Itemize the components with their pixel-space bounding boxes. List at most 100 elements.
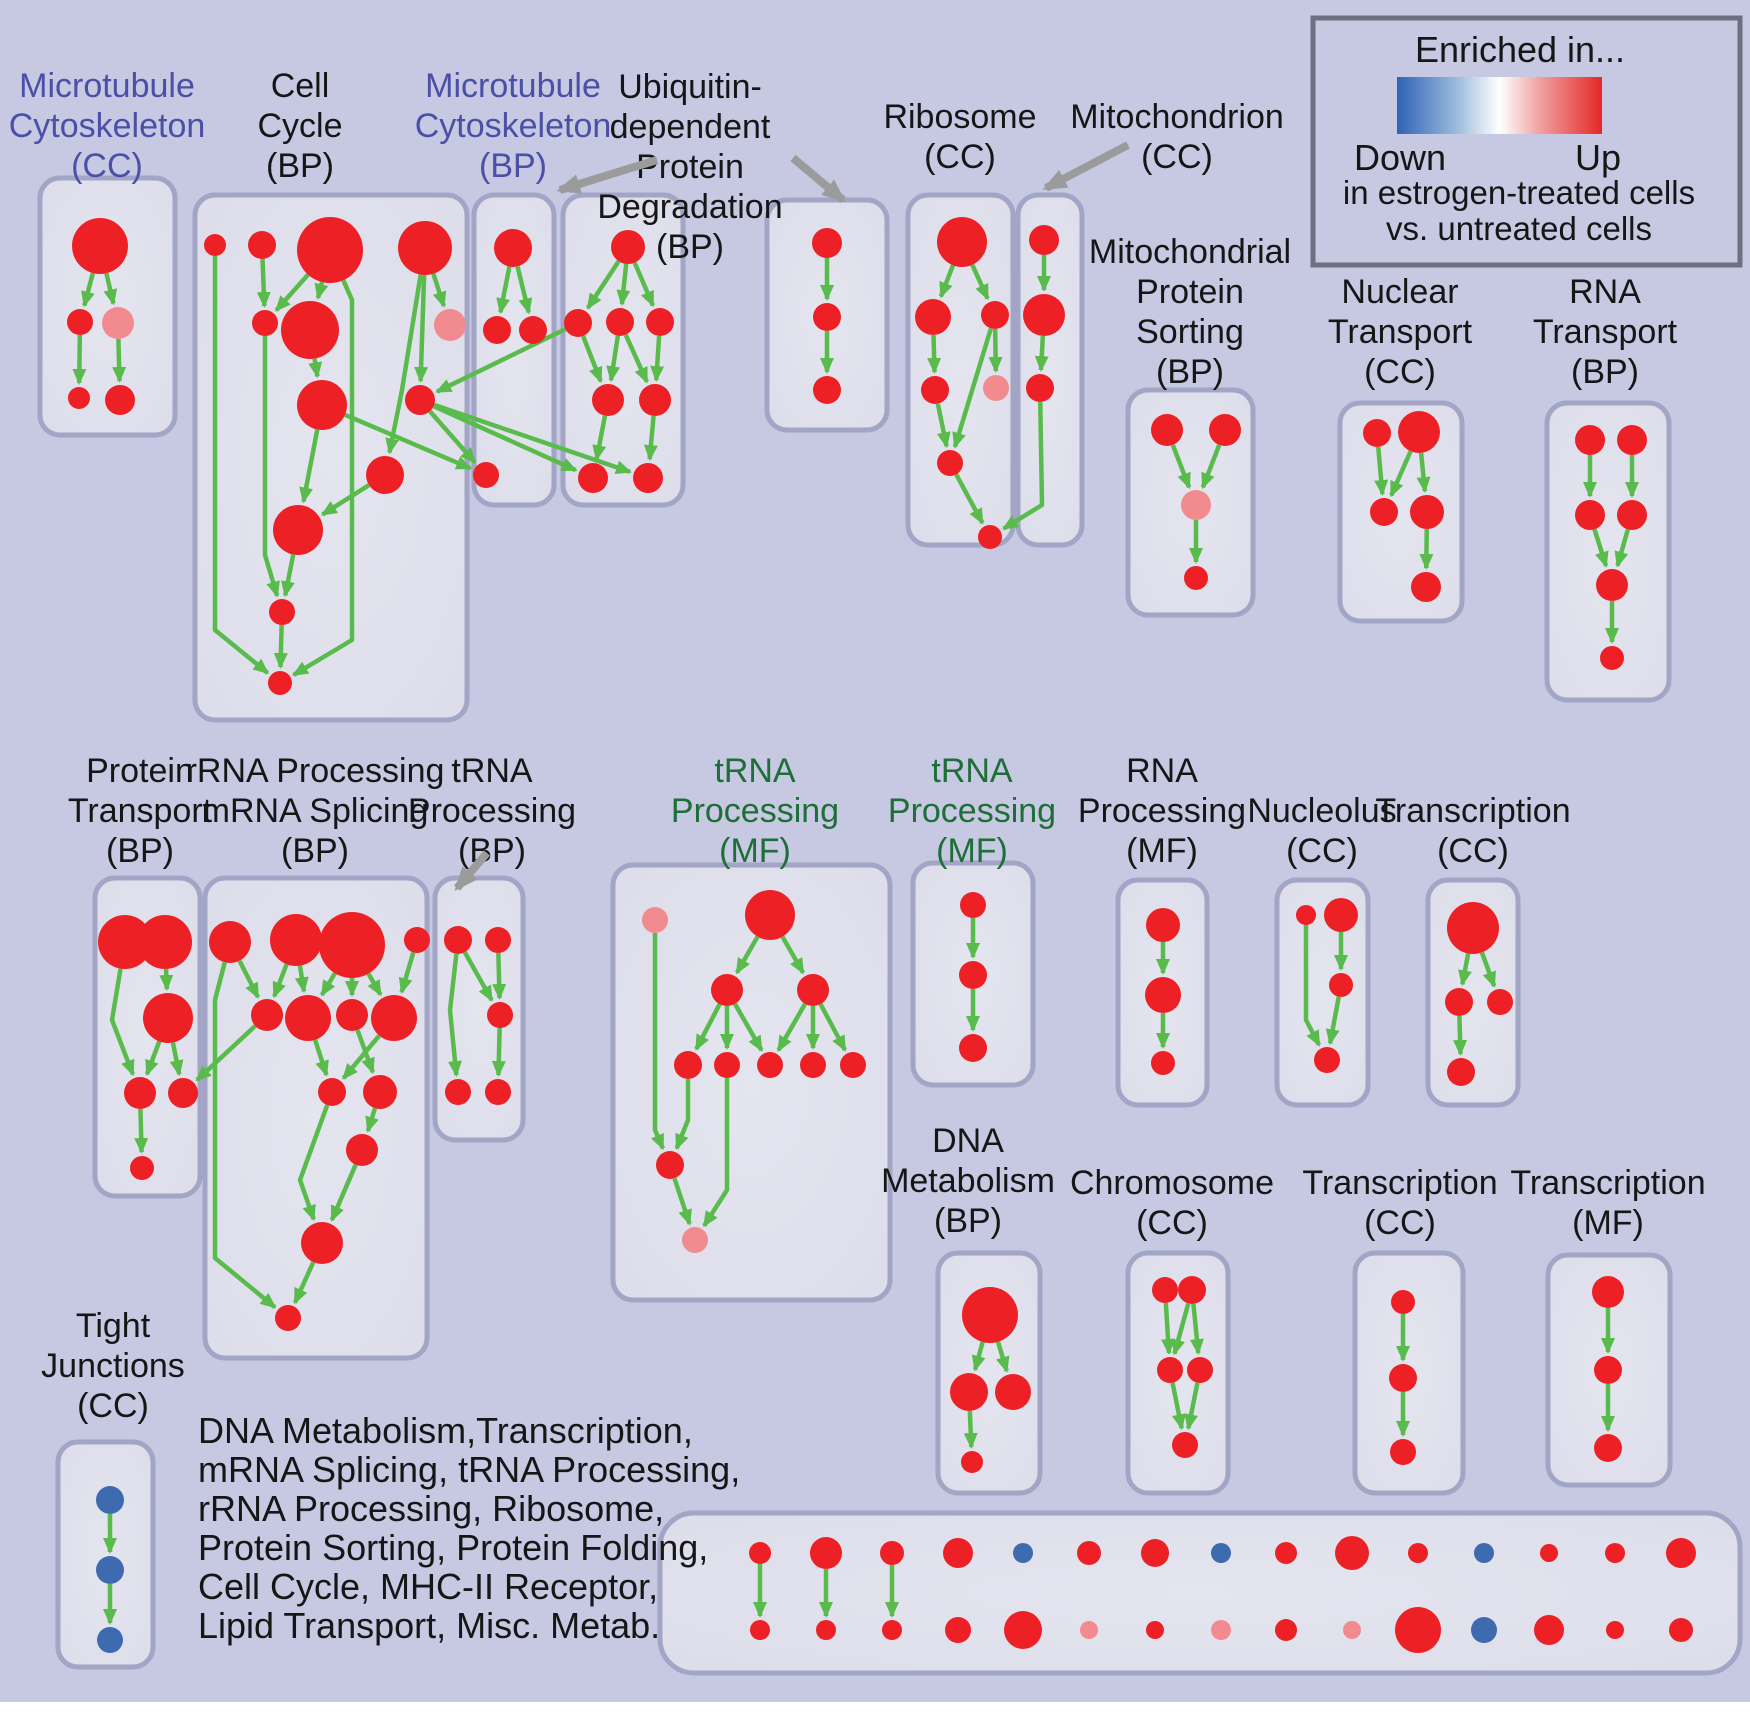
graph-node bbox=[1152, 1277, 1178, 1303]
graph-node bbox=[1077, 1541, 1101, 1565]
graph-node bbox=[1445, 988, 1473, 1016]
graph-edge bbox=[432, 404, 578, 473]
graph-edge bbox=[341, 1034, 381, 1080]
graph-node bbox=[711, 974, 743, 1006]
graph-node bbox=[1575, 425, 1605, 455]
graph-node bbox=[1329, 973, 1353, 997]
graph-edge bbox=[365, 1107, 379, 1133]
graph-edge bbox=[314, 281, 329, 300]
graph-node bbox=[564, 309, 592, 337]
graph-node bbox=[882, 1620, 902, 1640]
cluster-label-cell-cycle: (BP) bbox=[266, 147, 334, 185]
graph-node bbox=[318, 1078, 346, 1106]
graph-node bbox=[363, 1075, 397, 1109]
cluster-label-trna-mf-big: Processing bbox=[671, 792, 839, 830]
graph-node bbox=[816, 1620, 836, 1640]
cluster-label-rrna: rRNA Processing bbox=[186, 752, 445, 790]
graph-edge bbox=[1416, 452, 1431, 494]
graph-node bbox=[995, 1374, 1031, 1410]
graph-node bbox=[1172, 1432, 1198, 1458]
cluster-label-transcription-mf: Transcription bbox=[1510, 1164, 1705, 1202]
graph-node bbox=[270, 914, 322, 966]
graph-edge bbox=[935, 403, 951, 449]
cluster-label-microtubule-bp: Microtubule bbox=[425, 67, 601, 105]
cluster-label-ubiquitin-bp: (BP) bbox=[656, 228, 724, 266]
graph-node bbox=[1275, 1542, 1297, 1564]
cluster-label-ubiquitin-bp: dependent bbox=[610, 108, 771, 146]
graph-edge bbox=[272, 963, 289, 999]
cluster-label-rna-processing-mf: RNA bbox=[1126, 752, 1198, 790]
graph-node bbox=[1080, 1621, 1098, 1639]
cluster-label-trna-mf-big: (MF) bbox=[719, 832, 791, 870]
graph-node bbox=[960, 892, 986, 918]
graph-node bbox=[810, 1537, 842, 1569]
graph-edge bbox=[366, 972, 383, 997]
graph-edge bbox=[776, 1002, 807, 1052]
graph-node bbox=[444, 926, 472, 954]
graph-edge bbox=[134, 1108, 149, 1155]
graph-node bbox=[72, 218, 128, 274]
graph-edge bbox=[433, 402, 632, 474]
graph-edge bbox=[1374, 446, 1389, 497]
cluster-label-tight-junctions: Junctions bbox=[41, 1347, 185, 1385]
graph-node bbox=[404, 927, 430, 953]
cluster-label-mitochondrion: Mitochondrion bbox=[1070, 98, 1284, 136]
graph-node bbox=[674, 1051, 702, 1079]
graph-node bbox=[248, 231, 276, 259]
graph-node bbox=[611, 230, 645, 264]
graph-node bbox=[1004, 1611, 1042, 1649]
graph-node bbox=[1157, 1357, 1183, 1383]
graph-node bbox=[1209, 414, 1241, 446]
cluster-label-rna-processing-mf: (MF) bbox=[1126, 832, 1198, 870]
label-pointer-arrow bbox=[1042, 141, 1130, 192]
cluster-label-trna-bp: Processing bbox=[408, 792, 576, 830]
graph-node bbox=[959, 961, 987, 989]
graph-edge bbox=[702, 1078, 730, 1228]
cluster-label-rna-processing-mf: Processing bbox=[1078, 792, 1246, 830]
graph-edge bbox=[294, 965, 309, 994]
graph-node bbox=[485, 1079, 511, 1105]
graph-node bbox=[915, 299, 951, 335]
graph-node bbox=[371, 995, 417, 1041]
graph-edge bbox=[1389, 450, 1413, 498]
cluster-label-trna-bp: (BP) bbox=[458, 832, 526, 870]
graph-node bbox=[714, 1052, 740, 1078]
graph-node bbox=[943, 1538, 973, 1568]
graph-node bbox=[745, 890, 795, 940]
graph-node bbox=[1145, 977, 1181, 1013]
graph-edge bbox=[320, 483, 371, 517]
graph-node bbox=[268, 671, 292, 695]
cluster-label-cell-cycle: Cell bbox=[271, 67, 330, 105]
graph-edge bbox=[299, 429, 320, 504]
graph-node bbox=[1669, 1618, 1693, 1642]
graph-node bbox=[978, 525, 1002, 549]
cluster-box-misc-box bbox=[657, 1510, 1743, 1676]
graph-node bbox=[336, 999, 368, 1031]
graph-node bbox=[1447, 1058, 1475, 1086]
graph-edge bbox=[1479, 951, 1497, 988]
graph-edge bbox=[938, 264, 956, 299]
graph-edge bbox=[435, 327, 567, 394]
graph-node bbox=[633, 463, 663, 493]
graph-edge bbox=[971, 1341, 986, 1372]
cluster-label-tight-junctions: (CC) bbox=[77, 1387, 149, 1425]
cluster-box-trna-mf-big bbox=[610, 862, 893, 1303]
legend-title: Enriched in... bbox=[1415, 29, 1625, 70]
cluster-label-trna-mf-small: tRNA bbox=[931, 752, 1013, 790]
graph-node bbox=[285, 995, 331, 1041]
cluster-label-cell-cycle: Cycle bbox=[257, 107, 342, 145]
graph-node bbox=[937, 217, 987, 267]
graph-node bbox=[983, 375, 1009, 401]
graph-edge bbox=[1419, 528, 1434, 571]
graph-edge bbox=[292, 1261, 316, 1305]
cluster-label-nuclear-transport: Transport bbox=[1328, 313, 1473, 351]
graph-node bbox=[813, 376, 841, 404]
graph-edge bbox=[606, 335, 621, 383]
graph-node bbox=[251, 999, 283, 1031]
graph-node bbox=[1026, 374, 1054, 402]
graph-node bbox=[1398, 411, 1440, 453]
graph-edge bbox=[212, 256, 270, 675]
graph-edge bbox=[780, 935, 806, 975]
